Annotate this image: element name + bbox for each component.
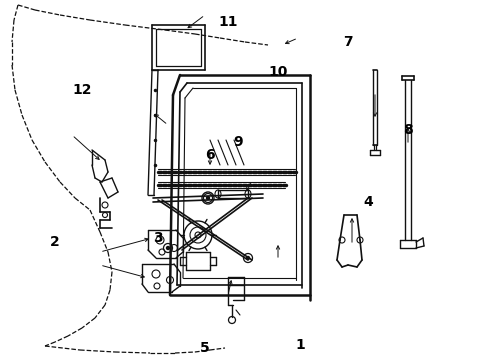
Text: 11: 11: [218, 15, 238, 29]
Text: 7: 7: [343, 35, 353, 49]
Text: 8: 8: [403, 123, 413, 137]
Text: 6: 6: [205, 148, 215, 162]
Text: 5: 5: [200, 341, 210, 355]
Text: 2: 2: [50, 235, 60, 249]
Circle shape: [246, 256, 249, 260]
Text: 10: 10: [269, 65, 288, 79]
Text: 12: 12: [72, 83, 92, 97]
Text: 3: 3: [153, 231, 163, 245]
Circle shape: [167, 247, 170, 249]
Text: 4: 4: [363, 195, 373, 209]
Circle shape: [206, 197, 210, 199]
Text: 1: 1: [295, 338, 305, 352]
Text: 9: 9: [233, 135, 243, 149]
